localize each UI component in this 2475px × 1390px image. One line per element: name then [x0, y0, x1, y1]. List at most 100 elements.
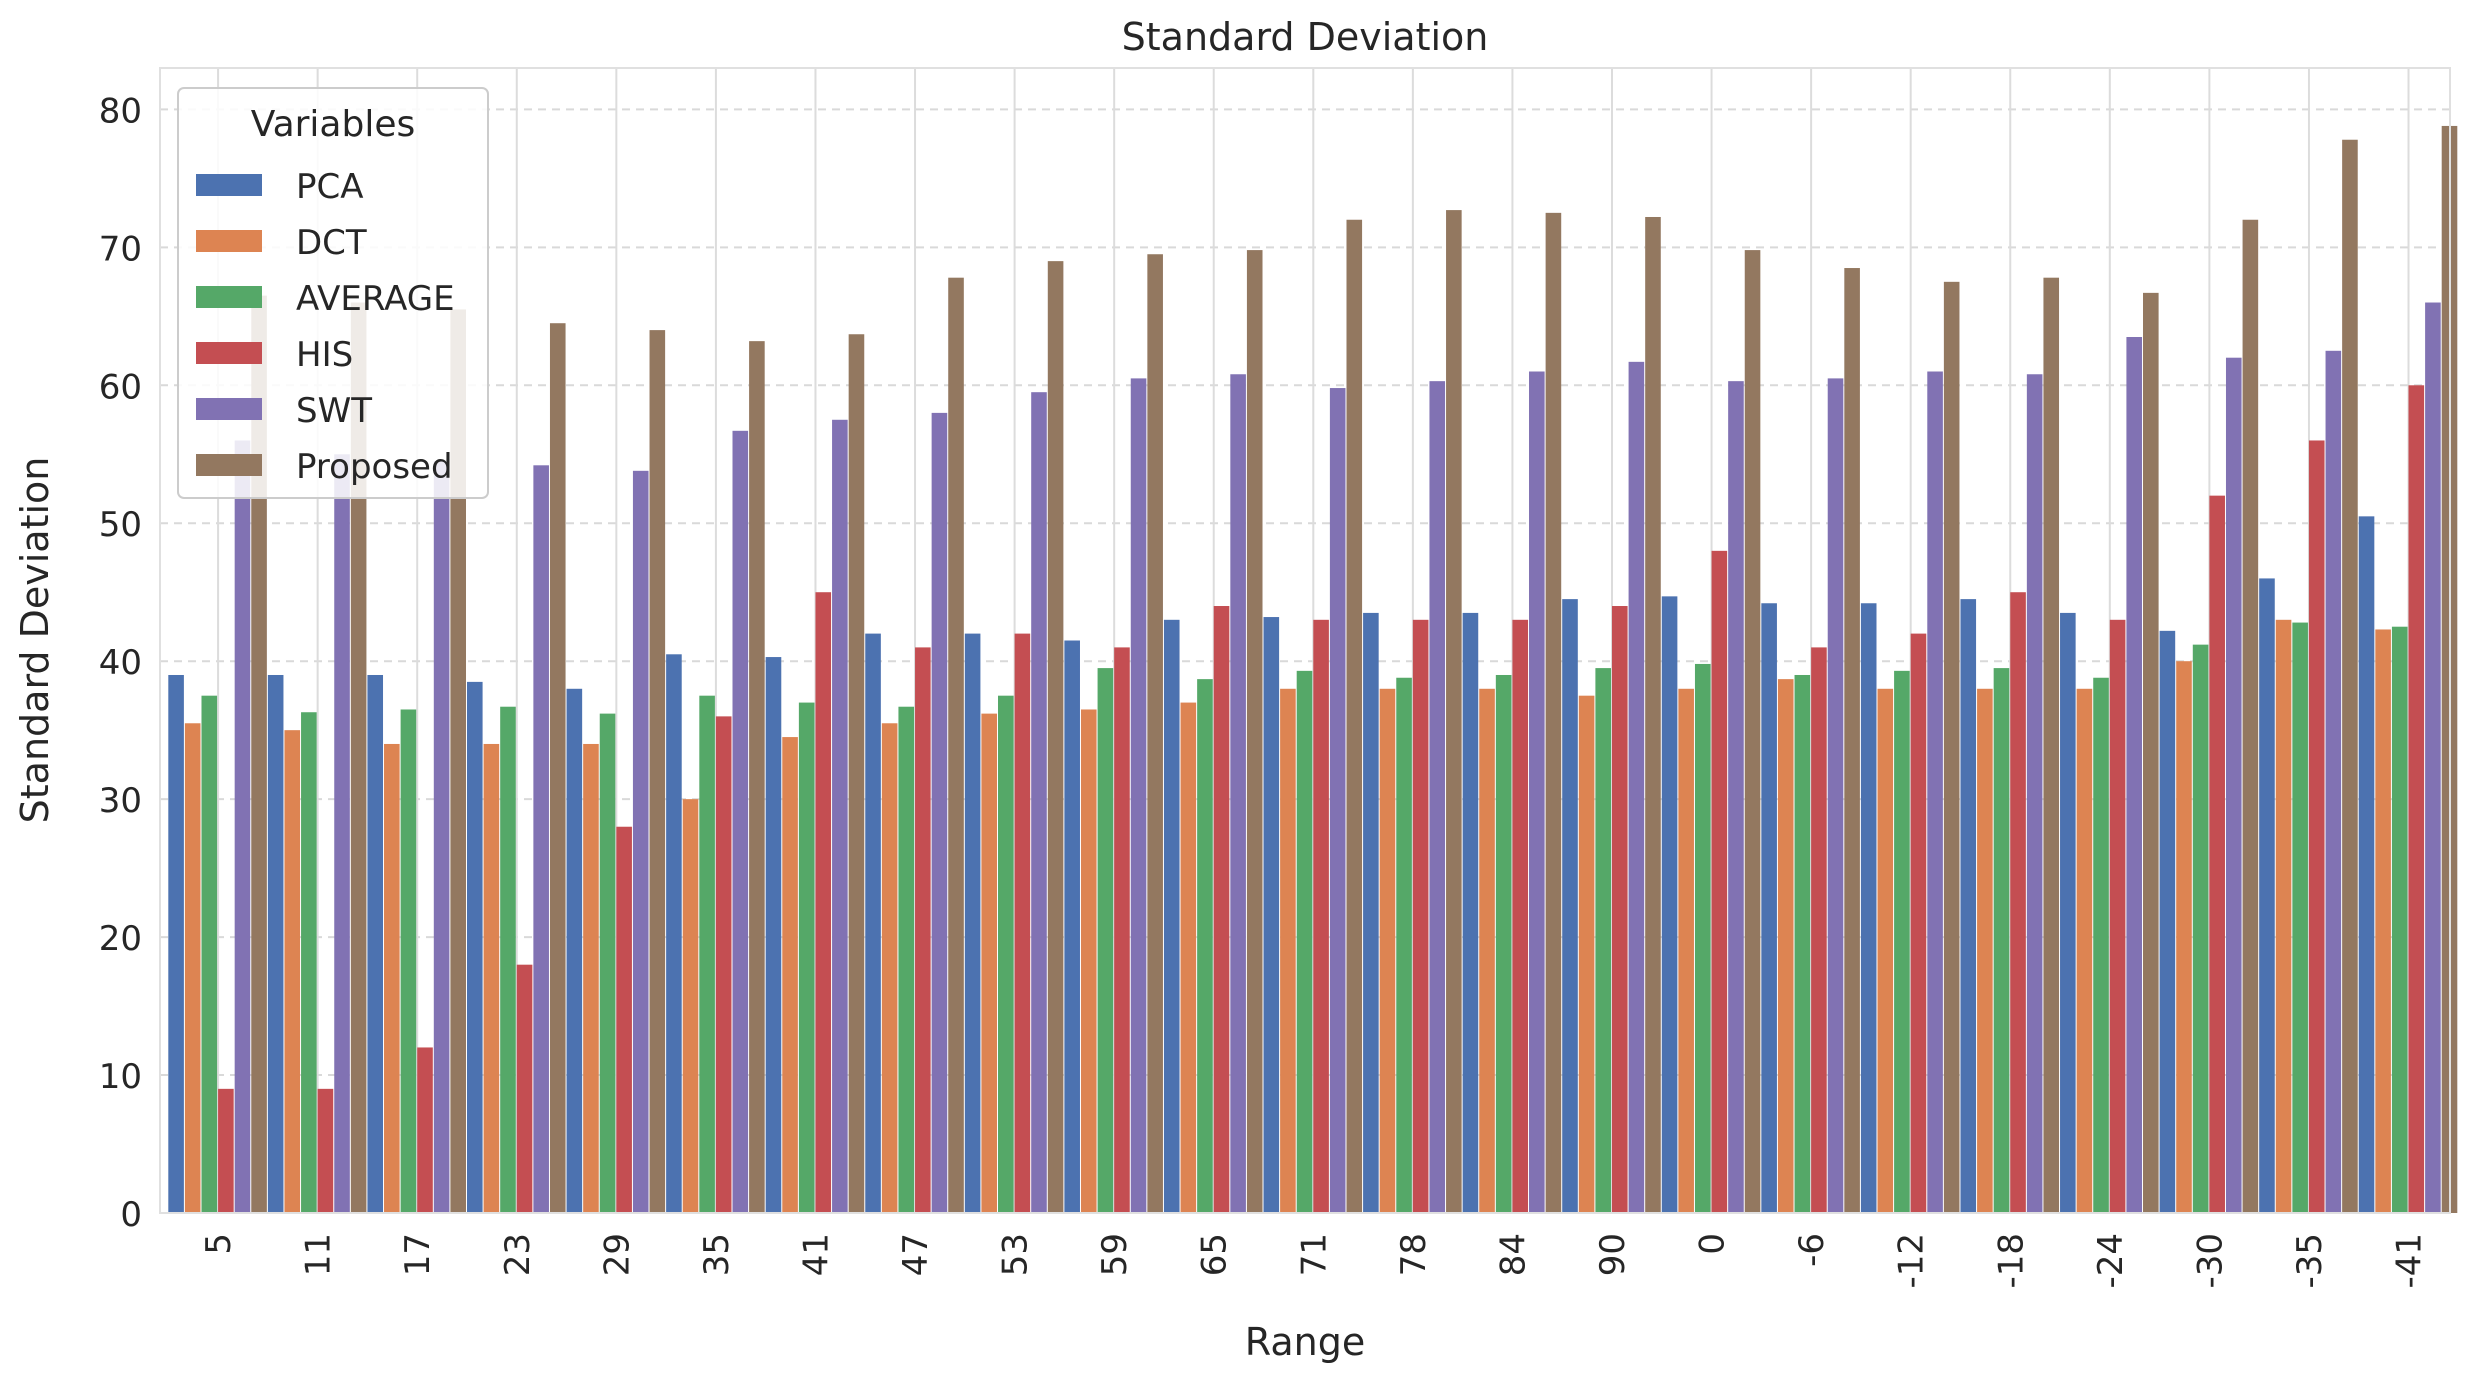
y-tick-label: 10 — [99, 1057, 142, 1097]
bar-his--24 — [2109, 619, 2126, 1213]
bar-swt--12 — [1927, 371, 1943, 1213]
bar-his--12 — [1910, 633, 1927, 1213]
bar-swt--18 — [2026, 374, 2043, 1213]
bar-pca-90 — [1562, 599, 1578, 1213]
bar-proposed--30 — [2242, 219, 2259, 1213]
bar-his-71 — [1313, 619, 1329, 1213]
bar-proposed-59 — [1147, 254, 1163, 1214]
y-tick-label: 20 — [99, 919, 142, 959]
bar-swt-53 — [1031, 392, 1047, 1213]
bar-proposed-78 — [1446, 210, 1462, 1214]
bar-swt-65 — [1230, 374, 1246, 1213]
bar-pca--24 — [2060, 612, 2076, 1213]
bar-swt-47 — [931, 412, 948, 1213]
bar-proposed-11 — [350, 302, 367, 1213]
bar-dct-11 — [284, 730, 301, 1213]
bar-average--41 — [2391, 626, 2408, 1213]
bar-dct--41 — [2375, 629, 2391, 1213]
x-tick-label: 29 — [597, 1233, 637, 1276]
bar-average-11 — [301, 712, 317, 1213]
x-tick-label: -30 — [2190, 1233, 2230, 1289]
bar-swt-41 — [832, 419, 848, 1213]
bar-proposed-65 — [1246, 250, 1263, 1214]
bar-his-5 — [218, 1088, 234, 1213]
bar-his-78 — [1412, 619, 1429, 1213]
y-tick-label: 70 — [99, 229, 142, 269]
bar-average-59 — [1097, 668, 1114, 1213]
x-tick-label: 90 — [1593, 1233, 1633, 1276]
bar-proposed-53 — [1047, 261, 1064, 1213]
bar-his-59 — [1114, 647, 1130, 1213]
bar-average--18 — [1993, 668, 2010, 1213]
bar-dct-47 — [881, 723, 898, 1213]
bar-dct-29 — [583, 743, 599, 1213]
bar-swt-23 — [533, 465, 549, 1213]
bar-his-0 — [1711, 550, 1728, 1213]
bar-proposed-5 — [251, 295, 267, 1213]
y-tick-label: 80 — [99, 91, 142, 131]
bar-swt-11 — [334, 454, 350, 1214]
bar-dct-71 — [1280, 688, 1296, 1213]
bar-swt--35 — [2325, 350, 2342, 1213]
bar-swt-84 — [1529, 371, 1545, 1213]
bar-his-53 — [1014, 633, 1031, 1213]
bar-swt--6 — [1827, 378, 1844, 1213]
y-axis-label: Standard Deviation — [13, 457, 57, 824]
bar-dct-84 — [1479, 688, 1495, 1213]
bar-swt--41 — [2425, 302, 2441, 1213]
legend-label-swt: SWT — [296, 391, 372, 431]
bar-pca--12 — [1860, 603, 1877, 1213]
bar-swt-35 — [732, 430, 749, 1214]
bar-dct-41 — [782, 737, 798, 1213]
bar-swt-59 — [1130, 378, 1147, 1213]
bar-average-47 — [898, 706, 915, 1213]
x-tick-label: 47 — [896, 1233, 936, 1276]
bar-proposed-0 — [1744, 250, 1761, 1214]
bar-his-90 — [1611, 606, 1628, 1213]
bar-pca-0 — [1661, 596, 1678, 1213]
y-tick-label: 30 — [99, 781, 142, 821]
bar-average-5 — [201, 695, 218, 1213]
legend-title: Variables — [251, 104, 416, 145]
bar-his-11 — [317, 1088, 334, 1213]
bar-proposed-47 — [948, 277, 964, 1213]
bar-pca-11 — [267, 674, 284, 1213]
x-tick-label: 53 — [996, 1233, 1036, 1276]
y-tick-label: 0 — [120, 1195, 142, 1235]
bar-his--30 — [2209, 495, 2225, 1213]
bar-swt-5 — [234, 440, 251, 1214]
chart-title: Standard Deviation — [1122, 15, 1489, 59]
bar-dct-35 — [682, 799, 699, 1213]
bar-his-23 — [516, 964, 533, 1213]
bar-his-29 — [616, 826, 632, 1213]
x-tick-label: -24 — [2091, 1233, 2131, 1289]
bar-swt--24 — [2126, 337, 2143, 1214]
bar-pca--41 — [2358, 516, 2375, 1213]
bar-dct-0 — [1678, 688, 1694, 1213]
legend-swatch-swt — [196, 398, 262, 420]
bar-average-29 — [599, 713, 616, 1213]
y-tick-label: 60 — [99, 367, 142, 407]
x-tick-label: 65 — [1195, 1233, 1235, 1276]
x-tick-label: 41 — [796, 1233, 836, 1276]
bar-average--30 — [2192, 644, 2209, 1213]
bar-pca-5 — [168, 674, 184, 1213]
y-tick-label: 50 — [99, 505, 142, 545]
x-tick-label: 5 — [199, 1233, 239, 1255]
bar-proposed--35 — [2342, 139, 2358, 1213]
bar-his--41 — [2408, 385, 2425, 1213]
x-tick-label: -18 — [1991, 1233, 2031, 1289]
bar-his-17 — [417, 1047, 433, 1213]
bar-average-71 — [1296, 670, 1313, 1213]
bar-swt--30 — [2225, 357, 2242, 1213]
bar-dct-65 — [1180, 702, 1197, 1213]
bar-pca-53 — [964, 633, 981, 1213]
x-tick-label: 11 — [299, 1233, 339, 1276]
y-tick-label: 40 — [99, 643, 142, 683]
bar-swt-78 — [1429, 381, 1446, 1213]
x-axis-label: Range — [1245, 1320, 1365, 1364]
bar-average-0 — [1694, 663, 1711, 1213]
bar-dct-59 — [1080, 709, 1097, 1213]
bar-pca-47 — [865, 633, 881, 1213]
